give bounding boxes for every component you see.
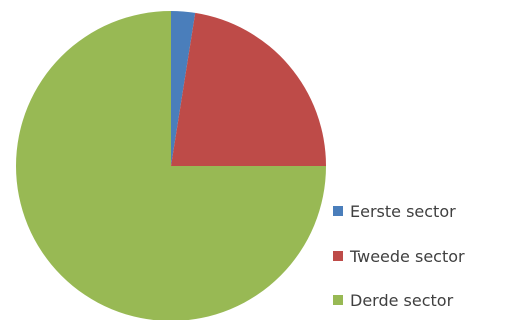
legend-entry-tweede-sector: Tweede sector (333, 247, 465, 266)
legend-swatch-eerste-sector (333, 206, 343, 216)
legend-entry-eerste-sector: Eerste sector (333, 202, 456, 221)
legend-entry-derde-sector: Derde sector (333, 291, 454, 310)
pie-slices (16, 11, 326, 320)
pie-slice-eerste-sector (171, 11, 196, 166)
legend-swatch-derde-sector (333, 295, 343, 305)
pie-slice-derde-sector (16, 11, 326, 320)
pie-slice-tweede-sector (171, 12, 326, 166)
legend-swatch-tweede-sector (333, 251, 343, 261)
legend-label-derde-sector: Derde sector (350, 291, 454, 310)
legend-label-eerste-sector: Eerste sector (350, 202, 456, 221)
legend: Eerste sector Tweede sector Derde sector (333, 202, 465, 310)
legend-label-tweede-sector: Tweede sector (349, 247, 465, 266)
